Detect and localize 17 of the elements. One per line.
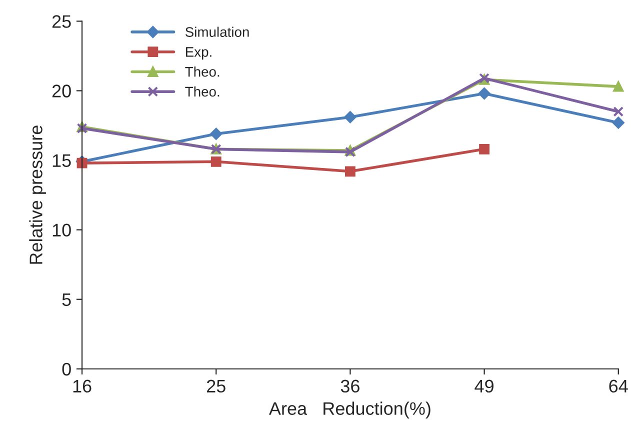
legend-label: Theo. — [185, 86, 220, 97]
y-axis-title: Relative pressure — [29, 126, 46, 264]
x-tick-label: 49 — [474, 380, 494, 393]
y-tick-label: 0 — [62, 362, 71, 376]
y-tick-label: 20 — [52, 84, 71, 98]
y-tick-label: 15 — [52, 154, 71, 167]
x-tick-label: 36 — [340, 380, 360, 393]
x-tick-label: 64 — [609, 380, 628, 393]
x-axis-title: Area Reduction(%) — [268, 402, 430, 419]
y-tick-label: 5 — [62, 293, 71, 306]
legend-label: Exp. — [186, 47, 212, 60]
legend-label: Simulation — [185, 26, 249, 37]
legend-label: Theo. — [185, 66, 220, 77]
x-tick-label: 16 — [73, 380, 92, 393]
x-tick-label: 25 — [206, 380, 226, 393]
y-tick-label: 10 — [52, 224, 71, 237]
y-tick-label: 25 — [52, 15, 71, 28]
